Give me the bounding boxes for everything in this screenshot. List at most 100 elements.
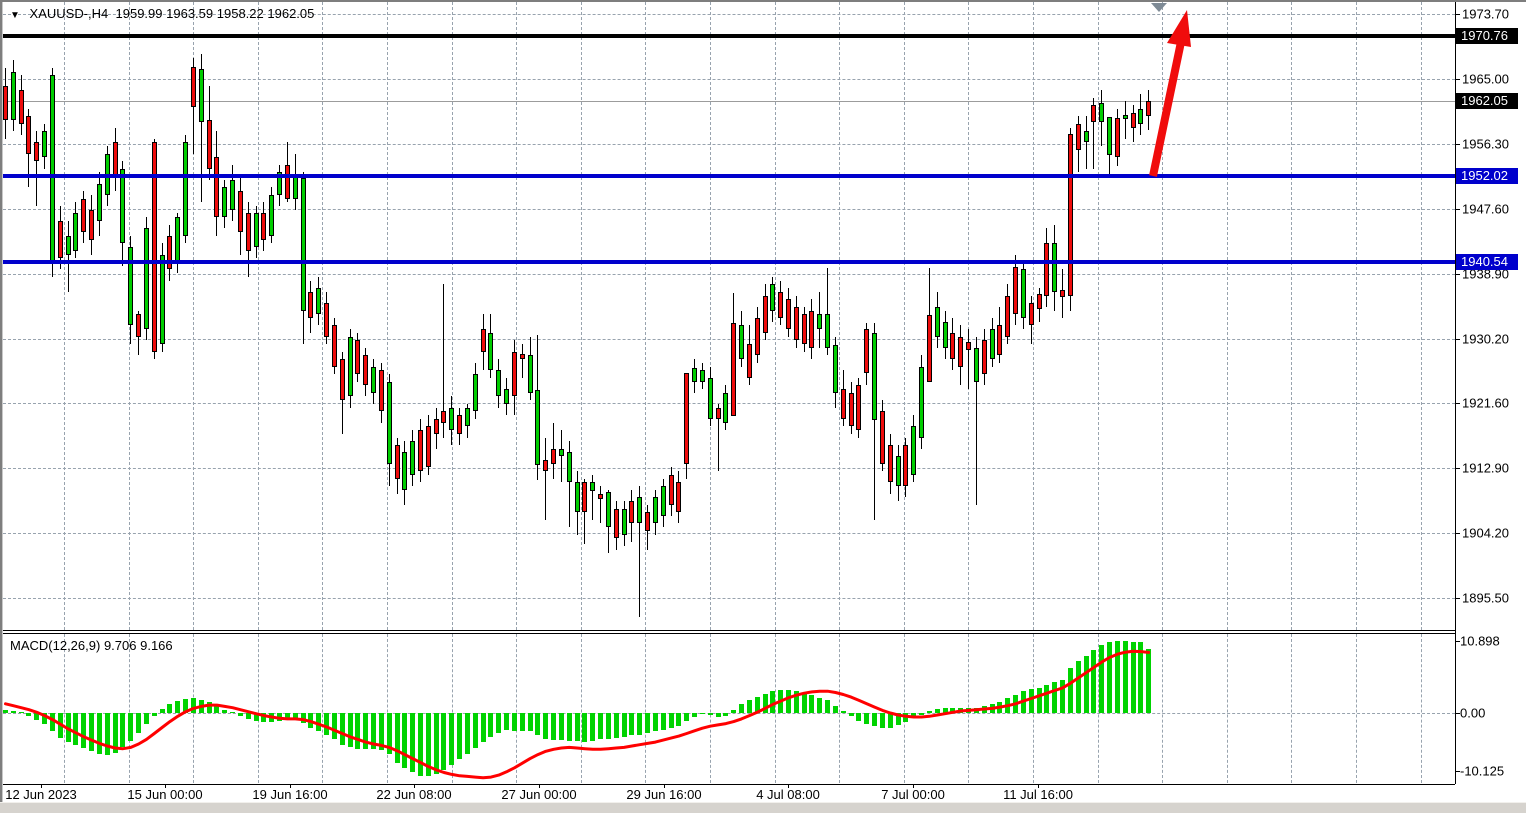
candle	[292, 176, 298, 199]
macd-histogram-bar	[645, 713, 651, 734]
resistance-line[interactable]	[3, 33, 1455, 38]
macd-histogram-bar	[856, 713, 862, 721]
horizontal-gridline	[3, 208, 1455, 210]
macd-histogram-bar	[1114, 640, 1120, 713]
candle	[331, 325, 337, 367]
price-axis-tick	[1455, 533, 1460, 535]
macd-histogram-bar	[457, 713, 463, 760]
candle	[574, 482, 580, 513]
vertical-gridline	[1162, 2, 1164, 630]
candle	[895, 456, 901, 487]
window-left-border	[0, 0, 2, 802]
time-axis-tick	[913, 784, 914, 788]
price-axis-label: 1921.60	[1462, 395, 1509, 411]
down-triangle-marker[interactable]	[1151, 3, 1167, 12]
price-axis-tick	[1455, 273, 1460, 275]
price-badge-1952.02: 1952.02	[1456, 167, 1518, 184]
candle-wick	[975, 336, 977, 505]
macd-histogram-bar	[230, 712, 236, 714]
candle	[190, 67, 196, 108]
candle	[715, 407, 721, 419]
candle	[1044, 243, 1050, 296]
candle	[762, 295, 768, 333]
macd-histogram-bar	[339, 713, 345, 745]
candle	[801, 314, 807, 345]
candle	[1130, 112, 1136, 128]
candle	[707, 377, 713, 419]
price-axis-label: 1904.20	[1462, 525, 1509, 541]
price-chart-pane[interactable]	[3, 2, 1455, 631]
macd-histogram-bar	[18, 712, 24, 714]
macd-histogram-bar	[277, 713, 283, 721]
candle	[316, 288, 322, 315]
macd-axis-label: 0.00	[1460, 705, 1486, 721]
macd-histogram-bar	[613, 713, 619, 739]
macd-histogram-bar	[371, 713, 376, 749]
price-axis-label: 1965.00	[1462, 71, 1509, 87]
macd-histogram-bar	[331, 713, 337, 740]
price-axis-tick	[1455, 468, 1460, 470]
candle-wick	[600, 486, 602, 524]
price-axis-label: 1938.90	[1462, 266, 1509, 282]
support-line[interactable]	[3, 173, 1455, 178]
candle	[692, 368, 698, 382]
macd-histogram-bar	[316, 713, 322, 732]
candle	[222, 187, 228, 218]
macd-histogram-bar	[3, 709, 8, 713]
candle-wick	[592, 474, 594, 520]
symbol-dropdown-icon[interactable]: ▼	[10, 10, 20, 21]
macd-histogram-bar	[684, 713, 690, 721]
macd-histogram-bar	[1122, 641, 1128, 713]
candle	[159, 254, 165, 345]
candle	[973, 347, 979, 382]
macd-histogram-bar	[629, 713, 635, 736]
candle	[723, 392, 729, 423]
vertical-gridline	[1291, 2, 1293, 630]
ohlc-open: 1959.99	[115, 6, 163, 21]
macd-histogram-bar	[96, 713, 102, 754]
macd-histogram-bar	[237, 713, 243, 716]
time-axis-tick	[664, 784, 665, 788]
candle	[637, 497, 643, 524]
macd-histogram-bar	[42, 713, 48, 724]
horizontal-gridline	[3, 14, 1455, 15]
candle	[731, 322, 737, 416]
candle	[966, 341, 972, 351]
support-line[interactable]	[3, 259, 1455, 264]
horizontal-gridline	[3, 273, 1455, 275]
price-badge-1962.05: 1962.05	[1456, 93, 1518, 110]
macd-histogram-bar	[934, 709, 940, 713]
ohlc-close: 1962.05	[267, 6, 315, 21]
vertical-gridline	[128, 634, 130, 783]
macd-histogram-bar	[715, 713, 721, 717]
vertical-gridline	[1226, 634, 1228, 783]
macd-histogram-bar	[504, 713, 510, 730]
macd-histogram-bar	[919, 713, 925, 715]
candle	[629, 501, 635, 524]
vertical-gridline	[257, 634, 259, 783]
window-bottom-strip	[0, 802, 1526, 813]
vertical-gridline	[257, 2, 259, 630]
price-axis-tick	[1455, 78, 1460, 80]
symbol-label: XAUUSD-,H4	[29, 6, 109, 21]
candle-wick	[545, 437, 547, 520]
candle-wick	[521, 344, 523, 378]
macd-histogram-bar	[143, 713, 149, 724]
macd-histogram-bar	[770, 691, 776, 713]
candle	[958, 336, 964, 367]
candle	[410, 441, 416, 475]
candle	[49, 75, 55, 262]
candle	[1013, 267, 1019, 315]
candle-wick	[968, 329, 970, 389]
macd-histogram-bar	[355, 713, 361, 749]
candle	[457, 415, 463, 434]
macd-histogram-bar	[57, 713, 63, 739]
macd-histogram-bar	[284, 713, 290, 720]
macd-indicator-pane[interactable]	[3, 633, 1455, 785]
window-left-border-inner	[2, 2, 3, 802]
macd-histogram-bar	[903, 713, 909, 722]
vertical-gridline	[645, 2, 647, 630]
vertical-gridline	[1162, 634, 1164, 783]
macd-histogram-bar	[433, 713, 439, 775]
candle	[989, 329, 995, 360]
